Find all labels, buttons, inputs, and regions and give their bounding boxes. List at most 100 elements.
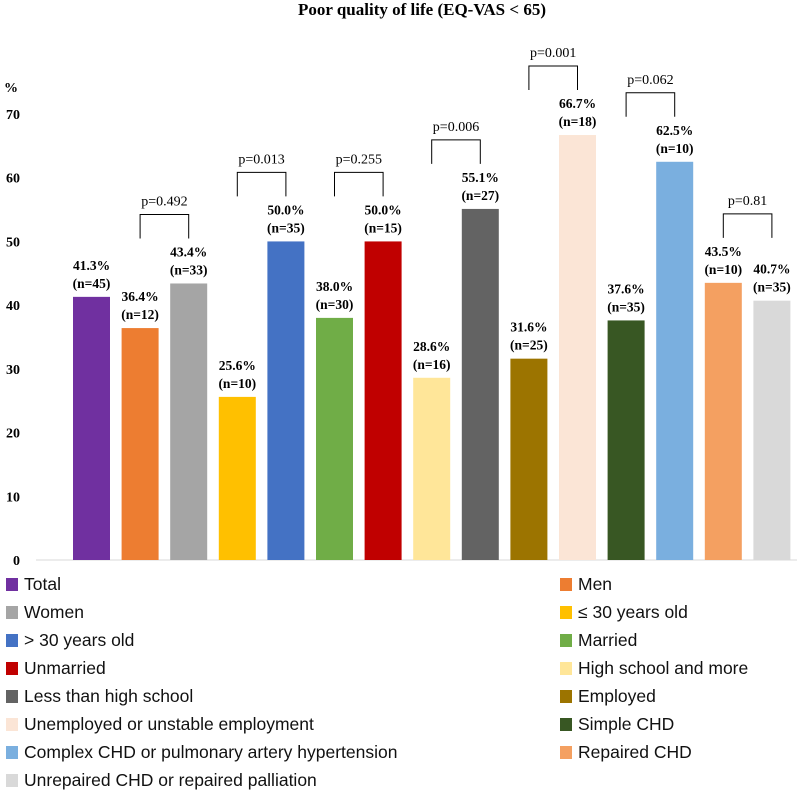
data-label-percent: 43.5% [705, 244, 742, 259]
legend-swatch [6, 634, 18, 647]
bar [753, 300, 791, 560]
legend-swatch [560, 690, 572, 703]
data-label-percent: 62.5% [656, 123, 693, 138]
legend-label: Complex CHD or pulmonary artery hyperten… [24, 742, 397, 762]
legend-label: Unmarried [24, 658, 106, 678]
data-label-n: (n=45) [73, 276, 111, 291]
legend-label: Less than high school [24, 686, 193, 706]
bar [316, 317, 353, 560]
data-labels-group: 41.3% (n=45) 36.4% (n=12) 43.4% (n=33) 25.6% (n… [73, 96, 791, 391]
legend-swatch [560, 606, 572, 619]
data-label-percent: 37.6% [608, 281, 645, 296]
legend-swatch [6, 718, 18, 731]
legend-swatch [6, 690, 18, 703]
data-label-n: (n=16) [413, 357, 451, 372]
bar [170, 283, 208, 560]
p-value-label: p=0.013 [238, 152, 284, 167]
data-label-n: (n=18) [559, 114, 597, 129]
p-value-label: p=0.062 [627, 73, 673, 88]
data-label-percent: 25.6% [219, 358, 256, 373]
legend-label: ≤ 30 years old [578, 602, 688, 622]
data-label-n: (n=10) [218, 376, 256, 391]
legend-label: Unrepaired CHD or repaired palliation [24, 770, 317, 790]
y-axis-ticks: 0 10 20 30 40 50 60 70 [6, 108, 20, 569]
data-label-n: (n=10) [704, 262, 742, 277]
data-label-percent: 55.1% [462, 170, 499, 185]
legend-swatch [560, 634, 572, 647]
data-label-percent: 43.4% [170, 244, 207, 259]
data-label-percent: 41.3% [73, 258, 110, 273]
data-label-n: (n=35) [267, 220, 305, 235]
bar [704, 282, 742, 560]
p-value-label: p=0.006 [433, 120, 479, 135]
legend-label: Total [24, 574, 61, 594]
p-value-label: p=0.81 [728, 194, 767, 209]
legend-swatch [560, 578, 572, 591]
legend-swatch [6, 662, 18, 675]
data-label-n: (n=15) [364, 220, 402, 235]
data-label-n: (n=35) [607, 299, 645, 314]
bar [218, 396, 256, 560]
data-label-percent: 38.0% [316, 279, 353, 294]
data-label-percent: 66.7% [559, 96, 596, 111]
p-value-bracket [722, 213, 773, 238]
data-label-n: (n=27) [461, 188, 499, 203]
y-tick-label: 50 [6, 235, 20, 250]
legend-swatch [560, 718, 572, 731]
legend: Total Men Women ≤ 30 years old > 30 years ol… [6, 574, 748, 790]
y-tick-label: 70 [6, 108, 20, 123]
legend-label: Employed [578, 686, 656, 706]
y-axis-label: % [4, 81, 18, 96]
legend-label: Men [578, 574, 612, 594]
bar [121, 328, 159, 560]
legend-swatch [6, 606, 18, 619]
data-label-percent: 50.0% [365, 202, 402, 217]
y-tick-label: 40 [6, 299, 20, 314]
chart-title: Poor quality of life (EQ-VAS < 65) [298, 0, 546, 19]
p-value-bracket [139, 213, 190, 239]
legend-label: Simple CHD [578, 714, 674, 734]
legend-swatch [560, 746, 572, 759]
legend-swatch [560, 662, 572, 675]
y-tick-label: 30 [6, 363, 20, 378]
bars-group [73, 135, 791, 561]
y-tick-label: 20 [6, 427, 20, 442]
bar [607, 320, 645, 560]
bar [73, 296, 110, 560]
p-value-bracket [236, 171, 287, 197]
data-label-percent: 28.6% [413, 339, 450, 354]
legend-label: Repaired CHD [578, 742, 692, 762]
p-value-label: p=0.001 [530, 46, 576, 61]
data-label-n: (n=33) [170, 262, 208, 277]
data-label-n: (n=35) [753, 280, 791, 295]
legend-label: Married [578, 630, 637, 650]
data-label-n: (n=25) [510, 338, 548, 353]
y-tick-label: 60 [6, 172, 20, 187]
data-label-percent: 40.7% [753, 262, 790, 277]
data-label-percent: 31.6% [510, 320, 547, 335]
p-value-label: p=0.492 [141, 194, 187, 209]
p-value-label: p=0.255 [336, 152, 382, 167]
legend-label: Women [24, 602, 84, 622]
data-label-percent: 36.4% [122, 289, 159, 304]
bar [656, 161, 694, 561]
data-label-n: (n=10) [656, 141, 694, 156]
bar [461, 208, 499, 561]
legend-label: Unemployed or unstable employment [24, 714, 314, 734]
data-label-n: (n=30) [316, 297, 354, 312]
bar [364, 241, 402, 560]
p-value-bracket [431, 139, 481, 164]
legend-swatch [6, 774, 18, 787]
p-value-brackets: p=0.492 p=0.013 p=0.255 p=0.006 p=0.001 p=0.0… [139, 46, 773, 239]
legend-swatch [6, 578, 18, 591]
legend-label: > 30 years old [24, 630, 134, 650]
data-label-n: (n=12) [121, 307, 159, 322]
legend-label: High school and more [578, 658, 748, 678]
legend-swatch [6, 746, 18, 759]
bar [267, 241, 305, 560]
p-value-bracket [528, 65, 578, 91]
bar [559, 135, 596, 561]
y-tick-label: 10 [6, 490, 20, 505]
y-tick-label: 0 [13, 554, 20, 569]
